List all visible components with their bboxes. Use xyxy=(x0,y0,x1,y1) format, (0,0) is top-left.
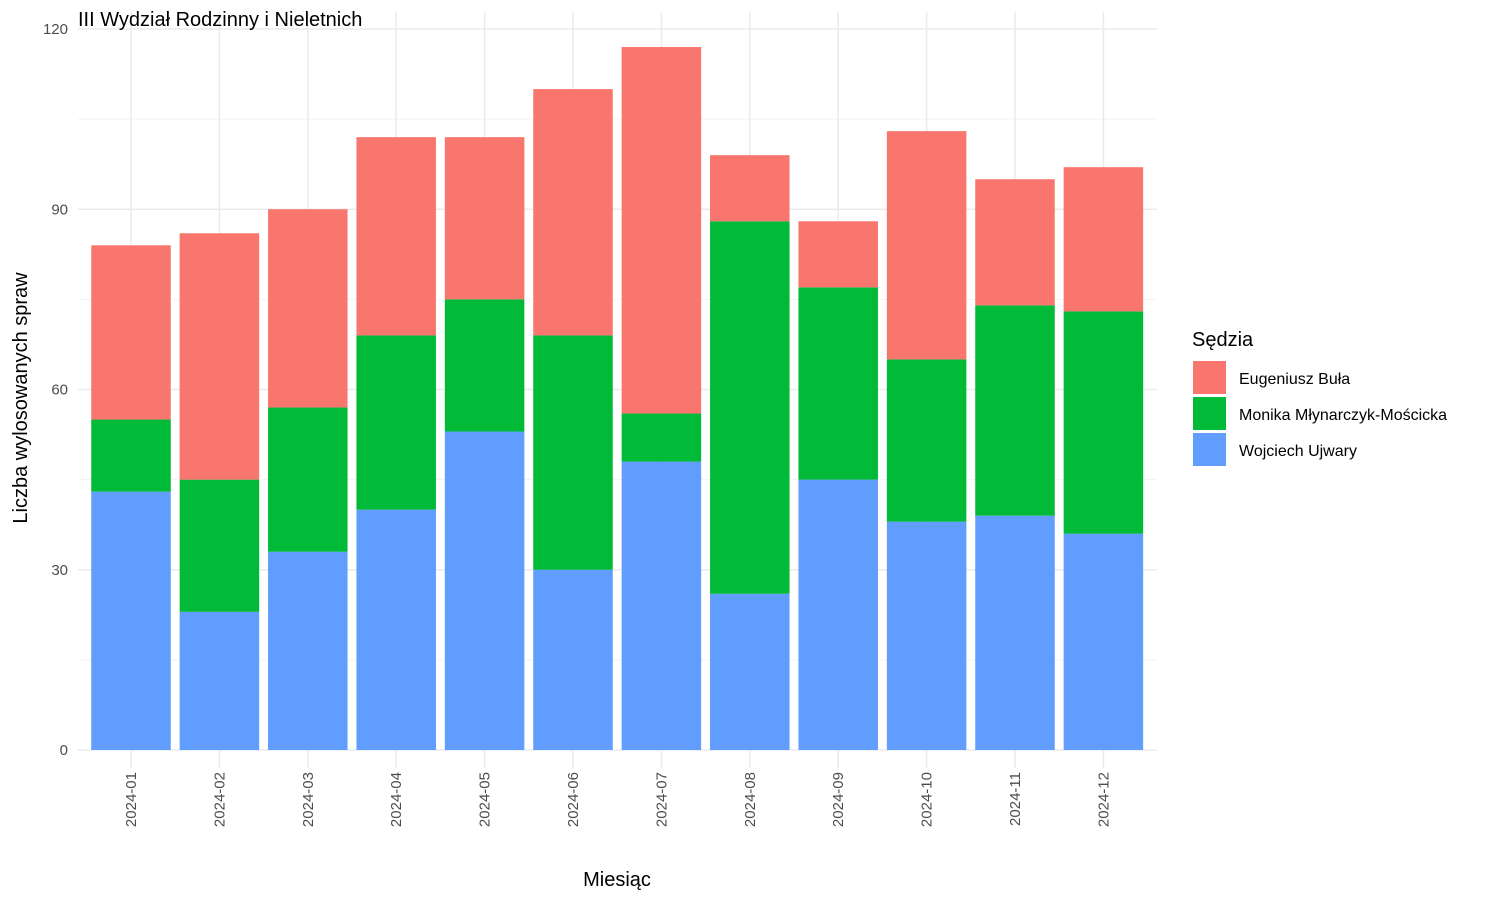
bar-segment xyxy=(1063,533,1144,750)
bar-segment xyxy=(621,47,702,414)
x-tick-label: 2024-03 xyxy=(300,772,317,827)
bar-segment xyxy=(975,179,1055,306)
x-tick-label: 2024-06 xyxy=(565,772,582,827)
bar-segment xyxy=(91,419,171,492)
x-axis-ticks: 2024-01 2024-02 2024-03 2024-04 2024-05 2024-… xyxy=(123,772,1112,827)
bar-segment xyxy=(710,221,790,594)
legend-swatch xyxy=(1193,361,1226,394)
x-tick-label: 2024-04 xyxy=(388,772,405,827)
legend-swatch xyxy=(1193,433,1226,466)
bar-segment xyxy=(91,245,171,420)
bar-segment xyxy=(444,431,525,750)
bar-segment xyxy=(886,359,967,522)
y-tick-label: 120 xyxy=(43,21,68,38)
x-tick-label: 2024-11 xyxy=(1007,772,1024,826)
bar-segment xyxy=(798,221,878,288)
bar-segment xyxy=(1063,311,1144,534)
x-tick-label: 2024-08 xyxy=(742,772,759,827)
x-tick-label: 2024-10 xyxy=(919,772,936,827)
bar-segment xyxy=(621,413,702,462)
y-axis-ticks: 0 30 60 90 120 xyxy=(43,21,68,759)
x-tick-label: 2024-09 xyxy=(830,772,847,827)
x-tick-label: 2024-02 xyxy=(211,772,228,827)
x-tick-label: 2024-05 xyxy=(477,772,494,827)
bar-segment xyxy=(886,521,967,750)
bar-segment xyxy=(356,335,436,510)
y-axis-title: Liczba wylosowanych spraw xyxy=(10,272,32,524)
bar-segment xyxy=(268,407,348,552)
legend-label: Monika Młynarczyk-Mościcka xyxy=(1239,407,1447,424)
bar-segment xyxy=(179,233,260,480)
bar-segment xyxy=(798,479,878,750)
x-tick-label: 2024-12 xyxy=(1095,772,1112,827)
y-tick-label: 60 xyxy=(51,382,68,399)
bar-segment xyxy=(533,89,613,336)
bar-segment xyxy=(798,287,878,480)
legend-swatch xyxy=(1193,397,1226,430)
legend-label: Eugeniusz Buła xyxy=(1239,371,1350,388)
legend: Sędzia Eugeniusz Buła Monika Młynarczyk-M… xyxy=(1192,329,1447,466)
bar-segment xyxy=(1063,167,1144,312)
bar-segment xyxy=(268,209,348,408)
y-tick-label: 90 xyxy=(51,201,68,218)
bar-segment xyxy=(975,305,1055,516)
bar-segment xyxy=(91,491,171,750)
bar-segment xyxy=(268,551,348,750)
bar-segment xyxy=(710,155,790,222)
bars xyxy=(91,47,1144,750)
legend-items: Eugeniusz Buła Monika Młynarczyk-Mościcka… xyxy=(1193,361,1447,466)
bar-segment xyxy=(621,461,702,750)
x-tick-label: 2024-01 xyxy=(123,772,140,827)
bar-segment xyxy=(356,137,436,336)
bar-segment xyxy=(179,611,260,750)
bar-segment xyxy=(444,137,525,300)
bar-segment xyxy=(533,569,613,750)
y-tick-label: 0 xyxy=(60,742,68,759)
chart-title: III Wydział Rodzinny i Nieletnich xyxy=(78,9,362,31)
bar-segment xyxy=(533,335,613,570)
bar-segment xyxy=(179,479,260,612)
bar-segment xyxy=(444,299,525,432)
bar-segment xyxy=(356,509,436,750)
x-tick-label: 2024-07 xyxy=(653,772,670,827)
bar-segment xyxy=(886,131,967,360)
bar-segment xyxy=(975,515,1055,750)
y-tick-label: 30 xyxy=(51,562,68,579)
legend-title: Sędzia xyxy=(1192,329,1254,351)
legend-label: Wojciech Ujwary xyxy=(1239,443,1357,460)
bar-segment xyxy=(710,593,790,750)
x-axis-title: Miesiąc xyxy=(583,869,651,891)
